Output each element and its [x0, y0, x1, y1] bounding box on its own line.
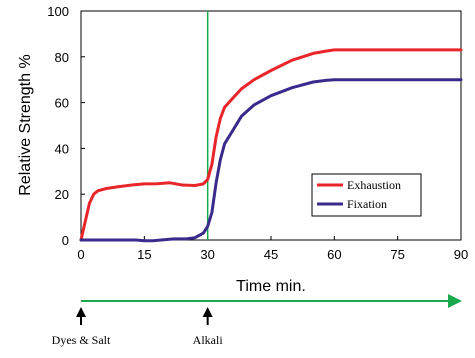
- series-line-exhaustion: [79, 48, 463, 242]
- x-tick-label: 60: [327, 247, 341, 262]
- legend: Exhaustion Fixation: [311, 173, 422, 217]
- legend-box: [311, 173, 422, 217]
- annotation-arrowhead: [202, 307, 213, 317]
- annotation-label: Alkali: [193, 333, 224, 347]
- x-tick-label: 15: [137, 247, 151, 262]
- series-line-fixation: [79, 78, 463, 243]
- y-tick-label: 20: [55, 187, 69, 202]
- x-axis-title: Time min.: [236, 278, 306, 295]
- annotation-label: Dyes & Salt: [52, 333, 111, 347]
- x-tick-label: 30: [200, 247, 214, 262]
- y-tick-label: 40: [55, 141, 69, 156]
- x-tick-label: 75: [390, 247, 404, 262]
- legend-label-fixation: Fixation: [347, 197, 387, 211]
- x-tick-label: 90: [454, 247, 468, 262]
- series-group: [79, 48, 463, 243]
- annotation-arrowhead: [76, 307, 86, 317]
- x-tick-label: 0: [77, 247, 84, 262]
- legend-label-exhaustion: Exhaustion: [347, 178, 401, 192]
- x-tick-label: 45: [264, 247, 278, 262]
- y-tick-label: 80: [55, 50, 69, 65]
- y-tick-label: 60: [55, 96, 69, 111]
- plot-frame: [80, 10, 462, 241]
- y-axis-title: Relative Strength %: [17, 54, 34, 195]
- annotations: Dyes & Salt Alkali: [52, 307, 224, 347]
- timeline-arrowhead: [448, 294, 462, 308]
- ticks: 0 15 30 45 60 75 90 0 20 40 60 80 100: [47, 4, 468, 262]
- y-tick-label: 0: [62, 233, 69, 248]
- y-tick-label: 100: [47, 4, 69, 19]
